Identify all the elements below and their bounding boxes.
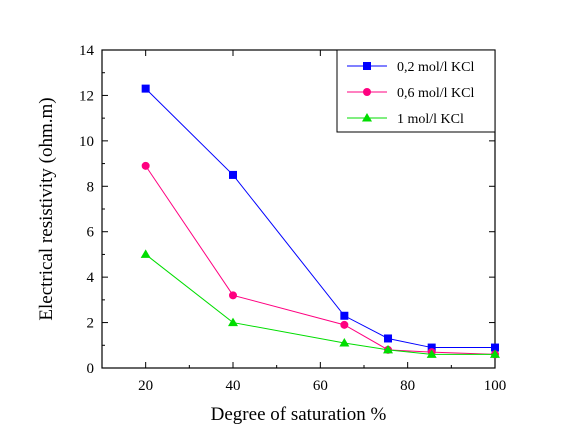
data-point-triangle	[362, 113, 372, 122]
legend-entry: 0,2 mol/l KCl	[397, 60, 475, 75]
data-point-triangle	[426, 349, 437, 358]
data-point-square	[340, 311, 349, 320]
y-tick-label: 6	[87, 225, 95, 241]
y-axis-title: Electrical resistivity (ohm.m)	[36, 97, 57, 320]
legend: 0,2 mol/l KCl 0,6 mol/l KCl 1 mol/l KCl	[336, 49, 496, 133]
series-3	[140, 249, 500, 358]
y-tick-label: 10	[79, 134, 94, 150]
series-1	[141, 84, 499, 352]
data-point-circle	[229, 291, 237, 300]
axis-ticks: 20 40 60 80 100 0 2 4 6 8 10 12 14	[79, 43, 506, 394]
x-tick-label: 20	[138, 378, 153, 394]
y-tick-label: 14	[79, 43, 95, 59]
data-point-square	[384, 334, 393, 343]
series-layer	[140, 84, 500, 359]
x-tick-label: 80	[400, 378, 415, 394]
data-point-triangle	[339, 338, 350, 347]
data-point-square	[363, 62, 371, 70]
y-tick-label: 4	[87, 270, 95, 286]
data-point-triangle	[140, 249, 151, 258]
y-tick-label: 0	[87, 361, 95, 377]
data-point-circle	[141, 161, 150, 170]
y-tick-label: 2	[87, 316, 95, 332]
series-line	[145, 254, 495, 355]
y-tick-label: 8	[87, 179, 95, 195]
data-point-square	[141, 84, 150, 93]
x-tick-label: 100	[484, 378, 507, 394]
y-tick-label: 12	[79, 88, 94, 104]
data-point-triangle	[383, 344, 394, 354]
data-point-circle	[340, 320, 349, 329]
data-point-triangle	[228, 317, 238, 327]
x-axis-title: Degree of saturation %	[211, 404, 387, 425]
data-point-square	[491, 343, 499, 352]
legend-entry: 1 mol/l KCl	[397, 112, 464, 127]
data-point-square	[427, 343, 436, 352]
data-point-circle	[363, 88, 371, 96]
series-line	[145, 165, 496, 355]
series-2	[141, 161, 499, 359]
x-tick-label: 60	[313, 378, 328, 394]
series-line	[145, 88, 495, 349]
legend-entry: 0,6 mol/l KCl	[397, 86, 475, 101]
x-tick-label: 40	[226, 378, 241, 394]
data-point-triangle	[490, 349, 500, 358]
data-point-square	[229, 170, 237, 179]
